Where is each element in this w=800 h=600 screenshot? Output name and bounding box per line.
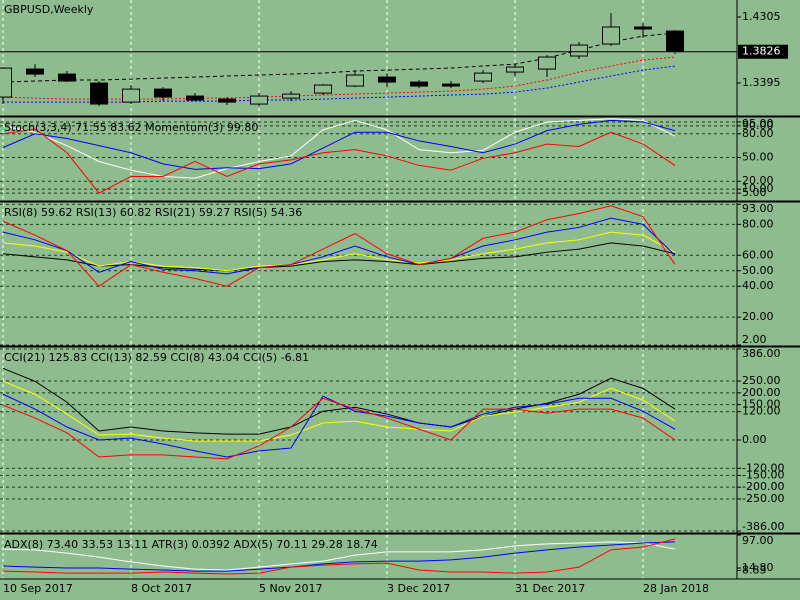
candle-body — [314, 84, 332, 94]
y-tick-label: 0.00 — [742, 433, 767, 446]
x-tick-label: 31 Dec 2017 — [515, 582, 585, 595]
candle-body — [346, 74, 364, 87]
last-price-label: 1.3826 — [742, 45, 781, 58]
indicator-line — [2, 380, 676, 442]
candle-body — [474, 72, 492, 82]
candle-body — [154, 88, 172, 98]
indicator-line — [2, 397, 676, 460]
pane-title: Stoch(3,3,4) 71.55 83.62 Momentum(3) 99.… — [4, 121, 258, 134]
y-tick-label: 200.00 — [742, 386, 781, 399]
candle-body — [602, 26, 620, 45]
indicator-line — [2, 217, 676, 275]
y-tick-label: 1.3395 — [742, 76, 781, 89]
pane-title: ADX(8) 73.40 33.53 13.11 ATR(3) 0.0392 A… — [4, 538, 378, 551]
x-tick-label: 10 Sep 2017 — [3, 582, 73, 595]
y-tick-label: 97.00 — [742, 534, 774, 547]
candle-body — [506, 66, 524, 73]
indicator-line — [2, 119, 676, 170]
y-tick-label: 80.00 — [742, 127, 774, 140]
x-tick-label: 3 Dec 2017 — [387, 582, 450, 595]
y-tick-label: 150.00 — [742, 398, 781, 411]
y-tick-label: 20.00 — [742, 310, 774, 323]
y-tick-label: 20.00 — [742, 174, 774, 187]
plot-area — [2, 538, 676, 575]
indicator-line — [2, 118, 676, 179]
y-tick-label: 14.80 — [742, 561, 774, 574]
y-tick-label: 80.00 — [742, 217, 774, 230]
indicator-line — [2, 538, 676, 575]
y-tick-label: 386.00 — [742, 347, 781, 360]
plot-area — [2, 205, 676, 287]
indicator-line — [2, 541, 676, 572]
candle-body — [122, 88, 140, 103]
candle-body — [410, 81, 428, 87]
candle-body — [186, 95, 204, 101]
y-tick-label: 50.00 — [742, 151, 774, 164]
plot-area — [0, 12, 684, 107]
y-tick-label: 10.00 — [742, 182, 774, 195]
indicator-line — [3, 65, 676, 103]
y-tick-label: 5.00 — [742, 186, 767, 199]
candle-body — [250, 95, 268, 105]
candle-body — [442, 83, 460, 87]
indicator-line — [2, 367, 676, 435]
indicator-line — [2, 56, 676, 100]
y-tick-label: 93.00 — [742, 202, 774, 215]
y-tick-label: 120.00 — [742, 405, 781, 418]
y-tick-label: 8.83 — [742, 563, 767, 576]
y-tick-label: 250.00 — [742, 374, 781, 387]
candle-body — [26, 68, 44, 75]
candle-body — [570, 44, 588, 57]
y-tick-label: 1.4305 — [742, 10, 781, 23]
x-tick-label: 8 Oct 2017 — [131, 582, 192, 595]
candle-body — [218, 98, 236, 103]
candle-body — [90, 82, 108, 105]
plot-area — [2, 367, 676, 460]
y-tick-label: 95.00 — [742, 117, 774, 130]
x-tick-label: 28 Jan 2018 — [643, 582, 709, 595]
candle-body — [0, 67, 12, 98]
indicator-line — [2, 32, 676, 83]
candle-body — [666, 30, 684, 52]
candle-body — [634, 26, 652, 30]
candle-body — [378, 76, 396, 83]
y-tick-label: 90.00 — [742, 119, 774, 132]
candle-body — [58, 73, 76, 82]
indicator-line — [2, 242, 676, 272]
y-tick-label: 50.00 — [742, 264, 774, 277]
candle-body — [282, 93, 300, 99]
candle-body — [538, 56, 556, 70]
y-tick-label: -386.00 — [742, 520, 784, 533]
pane-title: GBPUSD,Weekly — [4, 3, 94, 16]
indicator-line — [2, 205, 676, 287]
indicator-line — [2, 231, 676, 272]
y-tick-label: -250.00 — [742, 492, 784, 505]
x-tick-label: 5 Nov 2017 — [259, 582, 322, 595]
pane-title: RSI(8) 59.62 RSI(13) 60.82 RSI(21) 59.27… — [4, 206, 302, 219]
plot-area — [2, 118, 676, 194]
y-tick-label: 60.00 — [742, 248, 774, 261]
last-price-box — [738, 44, 788, 59]
y-tick-label: 2.00 — [742, 333, 767, 346]
y-tick-label: 40.00 — [742, 279, 774, 292]
pane-title: CCI(21) 125.83 CCI(13) 82.59 CCI(8) 43.0… — [4, 351, 309, 364]
y-tick-label: -200.00 — [742, 480, 784, 493]
indicator-line — [2, 541, 676, 571]
y-tick-label: -150.00 — [742, 468, 784, 481]
y-tick-label: -120.00 — [742, 461, 784, 474]
indicator-line — [2, 128, 676, 194]
